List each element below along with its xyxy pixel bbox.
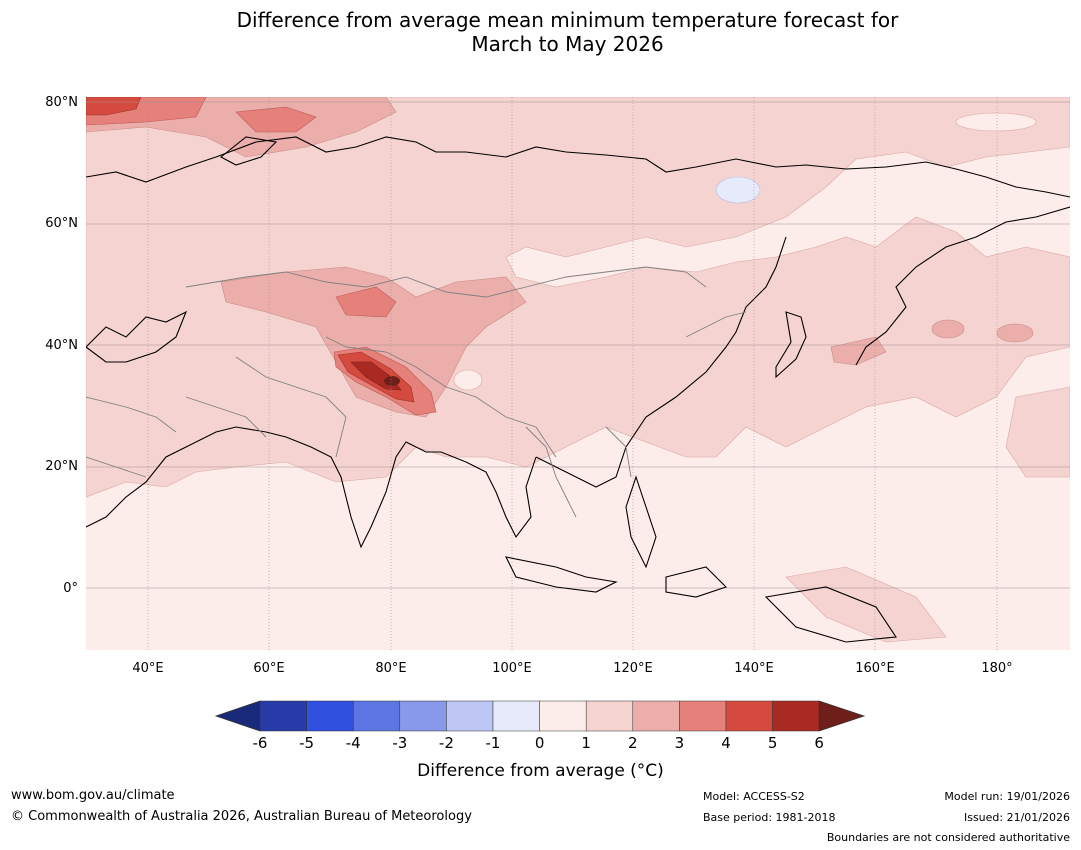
footer-website: www.bom.gov.au/climate	[11, 788, 175, 803]
warm-minor-patch-tibet	[453, 369, 483, 391]
lon-label-120e: 120°E	[613, 661, 653, 676]
cool-anomaly-patch-siberia	[715, 176, 761, 204]
anomaly-2-3-patch-east	[931, 319, 965, 339]
anomaly-2-3-patch-far-east	[996, 323, 1034, 343]
colorbar-tick-label: 5	[767, 734, 778, 752]
map-title: Difference from average mean minimum tem…	[0, 8, 1081, 56]
colorbar-segment	[772, 700, 820, 732]
coastlines	[86, 136, 1070, 643]
colorbar-tick-label: -6	[252, 734, 268, 752]
colorbar-tick-label: 2	[628, 734, 638, 752]
warm-minor-patch-arctic	[955, 112, 1037, 132]
colorbar-tick-label: 6	[814, 734, 824, 752]
colorbar-tick-label: 0	[534, 734, 545, 752]
colorbar-segment	[492, 700, 540, 732]
title-line-1: Difference from average mean minimum tem…	[236, 8, 899, 32]
colorbar-label: Difference from average (°C)	[417, 761, 664, 781]
colorbar	[214, 700, 866, 732]
colorbar-tick-label: -3	[392, 734, 408, 752]
lat-label-0: 0°	[63, 581, 78, 596]
lon-label-160e: 160°E	[855, 661, 895, 676]
colorbar-tick-label: -5	[299, 734, 315, 752]
colorbar-segment	[632, 700, 680, 732]
colorbar-tick-label: -1	[485, 734, 501, 752]
colorbar-tick-label: -2	[438, 734, 454, 752]
footer-disclaimer: Boundaries are not considered authoritat…	[826, 831, 1070, 844]
lon-label-100e: 100°E	[492, 661, 532, 676]
colorbar-segment	[446, 700, 494, 732]
forecast-map	[86, 97, 1070, 650]
colorbar-tick-label: 3	[674, 734, 685, 752]
colorbar-segment	[585, 700, 634, 732]
anomaly-1-2-east-pacific	[1005, 386, 1070, 478]
anomaly-3-4-central-asia	[335, 286, 397, 318]
colorbar-segment	[399, 700, 447, 732]
anomaly-1-2-south-sea	[785, 566, 947, 643]
lat-label-80n: 80°N	[45, 95, 78, 110]
anomaly-3-4-kara-sea	[235, 106, 317, 133]
colorbar-segment	[352, 700, 401, 732]
footer-model: Model: ACCESS-S2	[703, 790, 805, 803]
anomaly-above-6-tibet	[384, 376, 400, 386]
lon-label-60e: 60°E	[253, 661, 285, 676]
colorbar-segment	[679, 700, 727, 732]
lat-label-60n: 60°N	[45, 216, 78, 231]
footer-base-period: Base period: 1981-2018	[703, 811, 836, 824]
anomaly-2-3-north-pacific	[830, 336, 887, 366]
title-line-2: March to May 2026	[471, 32, 664, 56]
colorbar-extend-under	[214, 700, 261, 732]
colorbar-tick-label: -4	[345, 734, 361, 752]
colorbar-extend-over	[818, 700, 866, 732]
lat-label-40n: 40°N	[45, 338, 78, 353]
lon-label-180: 180°	[981, 661, 1013, 676]
colorbar-segment	[539, 700, 587, 732]
footer-model-run: Model run: 19/01/2026	[944, 790, 1070, 803]
footer-copyright: © Commonwealth of Australia 2026, Austra…	[11, 809, 472, 824]
lon-label-40e: 40°E	[132, 661, 164, 676]
lat-label-20n: 20°N	[45, 459, 78, 474]
anomaly-4-5-arctic	[86, 97, 142, 116]
lon-label-140e: 140°E	[734, 661, 774, 676]
country-boundaries	[86, 266, 747, 518]
colorbar-segment	[259, 700, 307, 732]
colorbar-tick-label: 1	[581, 734, 591, 752]
lon-label-80e: 80°E	[375, 661, 407, 676]
footer-issued: Issued: 21/01/2026	[963, 811, 1070, 824]
graticule	[86, 97, 1070, 650]
anomaly-2-3-central-asia	[220, 266, 527, 418]
colorbar-segment	[306, 700, 354, 732]
colorbar-tick-label: 4	[721, 734, 731, 752]
map-svg	[86, 97, 1070, 650]
colorbar-segment	[725, 700, 773, 732]
